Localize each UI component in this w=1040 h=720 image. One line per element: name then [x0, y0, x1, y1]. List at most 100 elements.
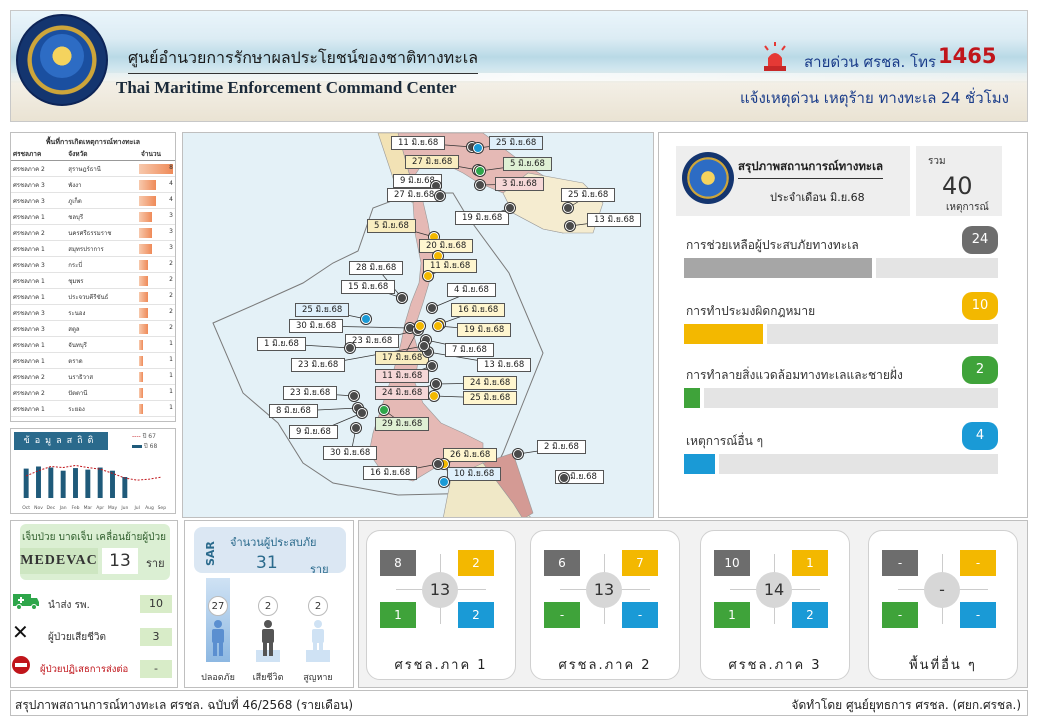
map-incident-marker[interactable] — [505, 203, 515, 213]
table-row: ศรชลภาค 2 ปัตตานี 1 — [11, 384, 175, 401]
incident-map[interactable]: 11 มิ.ย.68 25 มิ.ย.68 27 มิ.ย.68 5 มิ.ย.68 9… — [182, 132, 654, 518]
map-incident-marker[interactable] — [351, 423, 361, 433]
stats-bar — [23, 468, 29, 498]
map-date-label[interactable]: 11 มิ.ย.68 — [391, 136, 446, 150]
sar-count: 31 — [256, 553, 278, 573]
map-incident-marker[interactable] — [397, 293, 407, 303]
cell-province: ระยอง — [66, 400, 139, 417]
map-date-label[interactable]: 3 มิ.ย.68 — [495, 177, 544, 191]
map-incident-marker[interactable] — [435, 191, 445, 201]
map-incident-marker[interactable] — [427, 303, 437, 313]
map-date-label[interactable]: 8 มิ.ย.68 — [269, 404, 318, 418]
map-date-label[interactable]: 25 มิ.ย.68 — [295, 303, 350, 317]
medevac-item-label: ผู้ป่วยปฏิเสธการส่งต่อ — [40, 664, 129, 675]
cell-region: ศรชลภาค 1 — [11, 400, 67, 417]
map-date-label[interactable]: 13 มิ.ย.68 — [477, 358, 532, 372]
map-date-label[interactable]: 29 มิ.ย.68 — [375, 417, 430, 431]
map-date-label[interactable]: 5 มิ.ย.68 — [367, 219, 416, 233]
region-category-count: - — [882, 602, 918, 628]
map-incident-marker[interactable] — [429, 391, 439, 401]
summary-logo — [682, 152, 734, 204]
map-date-label[interactable]: 13 มิ.ย.68 — [587, 213, 642, 227]
map-date-label[interactable]: 4 มิ.ย.68 — [447, 283, 496, 297]
map-incident-marker[interactable] — [361, 314, 371, 324]
region-category-count: - — [960, 550, 996, 576]
map-incident-marker[interactable] — [431, 379, 441, 389]
map-date-label[interactable]: 17 มิ.ย.68 — [375, 351, 430, 365]
map-date-label[interactable]: 20 มิ.ย.68 — [419, 239, 474, 253]
map-date-label[interactable]: 9 มิ.ย.68 — [289, 425, 338, 439]
map-date-label[interactable]: 25 มิ.ย.68 — [561, 188, 616, 202]
map-date-label[interactable]: 30 มิ.ย.68 — [289, 319, 344, 333]
map-date-label[interactable]: 23 มิ.ย.68 — [345, 334, 400, 348]
region-category-count: 7 — [622, 550, 658, 576]
map-date-label[interactable]: 23 มิ.ย.68 — [291, 358, 346, 372]
map-date-label[interactable]: 28 มิ.ย.68 — [349, 261, 404, 275]
map-date-label[interactable]: 26 มิ.ย.68 — [443, 448, 498, 462]
map-incident-marker[interactable] — [473, 143, 483, 153]
map-date-label[interactable]: 19 มิ.ย.68 — [455, 211, 510, 225]
map-date-label[interactable]: 24 มิ.ย.68 — [375, 386, 430, 400]
map-date-label[interactable]: 30 มิ.ย.68 — [323, 446, 378, 460]
map-date-label[interactable]: 16 มิ.ย.68 — [451, 303, 506, 317]
map-date-label[interactable]: 2 มิ.ย.68 — [537, 440, 586, 454]
map-date-label[interactable]: 11 มิ.ย.68 — [423, 259, 478, 273]
map-date-label[interactable]: 9 มิ.ย.68 — [393, 174, 442, 188]
map-date-label[interactable]: 25 มิ.ย.68 — [489, 136, 544, 150]
table-row: ศรชลภาค 3 พังงา 4 — [11, 176, 175, 193]
cell-region: ศรชลภาค 3 — [11, 192, 67, 209]
stats-bar — [60, 470, 66, 498]
map-date-label[interactable]: 11 มิ.ย.68 — [375, 369, 430, 383]
map-incident-marker[interactable] — [357, 408, 367, 418]
count-value: 2 — [169, 292, 173, 299]
map-incident-marker[interactable] — [475, 166, 485, 176]
sar-group-label: ปลอดภัย — [201, 673, 235, 683]
cell-count: 4 — [139, 192, 175, 209]
map-date-label[interactable]: 15 มิ.ย.68 — [341, 280, 396, 294]
map-incident-marker[interactable] — [565, 221, 575, 231]
map-incident-marker[interactable] — [563, 203, 573, 213]
map-date-label[interactable]: 7 มิ.ย.68 — [445, 343, 494, 357]
category-bar-gap — [715, 454, 720, 474]
map-incident-marker[interactable] — [427, 361, 437, 371]
map-incident-marker[interactable] — [439, 477, 449, 487]
sar-header — [194, 527, 346, 573]
stats-legend: ---- ปี 67 ปี 68 — [132, 433, 158, 450]
map-date-label[interactable]: 19 มิ.ย.68 — [457, 323, 512, 337]
count-bar — [139, 308, 148, 318]
map-date-label[interactable]: 24 มิ.ย.68 — [463, 376, 518, 390]
map-date-label[interactable]: 27 มิ.ย.68 — [405, 155, 460, 169]
table-row: ศรชลภาค 1 ตราด 1 — [11, 352, 175, 369]
cell-count: 4 — [139, 176, 175, 193]
map-date-label[interactable]: 23 มิ.ย.68 — [283, 386, 338, 400]
table-row: ศรชลภาค 3 ภูเก็ต 4 — [11, 192, 175, 209]
cell-region: ศรชลภาค 1 — [11, 288, 67, 305]
cell-count: 1 — [139, 368, 175, 385]
count-value: 1 — [169, 388, 173, 395]
map-incident-marker[interactable] — [349, 391, 359, 401]
count-value: 1 — [169, 356, 173, 363]
map-date-label[interactable]: 1 มิ.ย.68 — [257, 337, 306, 351]
map-date-label[interactable]: 27 มิ.ย.68 — [387, 188, 442, 202]
medevac-desc: เจ็บป่วย บาดเจ็บ เคลื่อนย้ายผู้ป่วย — [22, 532, 166, 543]
map-incident-marker[interactable] — [419, 341, 429, 351]
map-incident-marker[interactable] — [423, 271, 433, 281]
map-incident-marker[interactable] — [345, 343, 355, 353]
map-date-label[interactable]: 10 มิ.ย.68 — [447, 467, 502, 481]
map-date-label[interactable]: 25 มิ.ย.68 — [463, 391, 518, 405]
map-incident-marker[interactable] — [415, 321, 425, 331]
map-incident-marker[interactable] — [513, 449, 523, 459]
cell-count: 1 — [139, 352, 175, 369]
map-incident-marker[interactable] — [559, 473, 569, 483]
count-value: 8 — [169, 164, 173, 171]
map-incident-marker[interactable] — [475, 180, 485, 190]
map-incident-marker[interactable] — [433, 321, 443, 331]
map-date-label[interactable]: 16 มิ.ย.68 — [363, 466, 418, 480]
map-date-label[interactable]: 5 มิ.ย.68 — [503, 157, 552, 171]
incident-table-title: พื้นที่การเกิดเหตุการณ์ทางทะเล — [45, 138, 141, 146]
map-incident-marker[interactable] — [433, 459, 443, 469]
map-incident-marker[interactable] — [379, 405, 389, 415]
count-value: 2 — [169, 276, 173, 283]
stats-bar — [36, 466, 41, 498]
stats-tick: Apr — [96, 505, 104, 511]
